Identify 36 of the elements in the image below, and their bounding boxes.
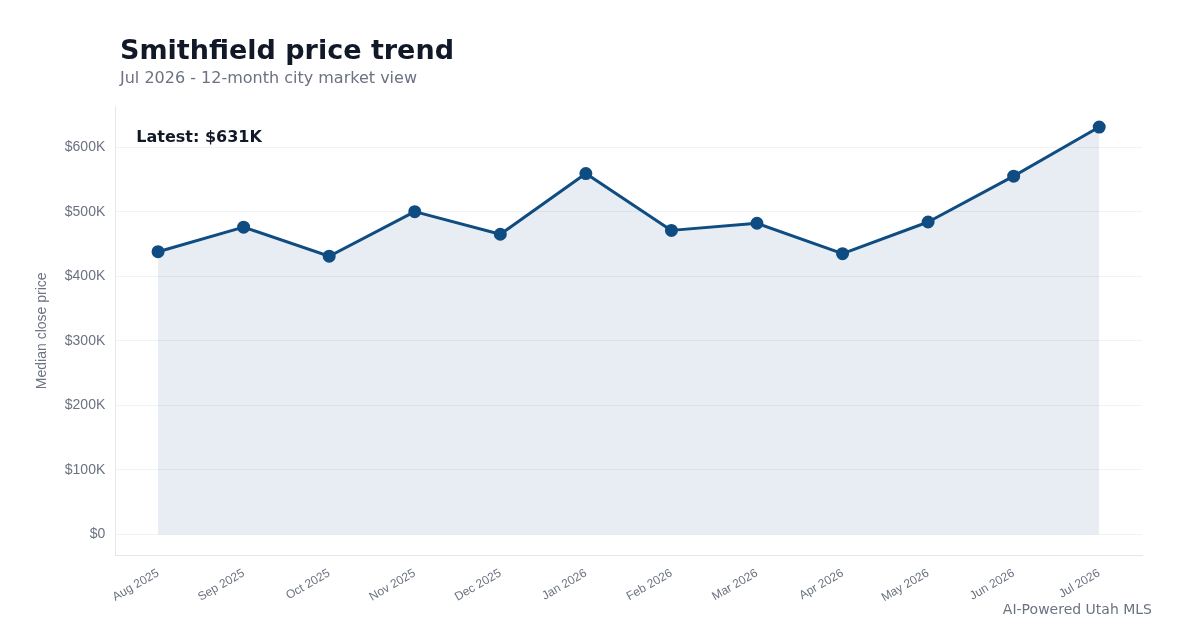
y-tick-label: $400K xyxy=(64,267,106,284)
y-tick-label: $100K xyxy=(64,460,106,477)
x-tick-label: Aug 2025 xyxy=(109,565,162,604)
y-tick-label: $0 xyxy=(89,525,106,542)
point xyxy=(237,220,251,234)
x-tick-label: Jan 2026 xyxy=(539,565,590,603)
chart-title: Smithfield price trend xyxy=(120,34,454,65)
point xyxy=(1092,120,1106,134)
y-tick-label: $600K xyxy=(64,137,106,154)
annotation: Latest: $631K xyxy=(136,126,263,146)
x-tick-label: Apr 2026 xyxy=(796,565,846,603)
point xyxy=(408,205,422,219)
text: AI-Powered Utah MLS xyxy=(1002,601,1152,617)
x-tick-label: May 2026 xyxy=(878,565,932,605)
chart-subtitle: Jul 2026 - 12-month city market view xyxy=(120,68,417,87)
x-tick-label: Sep 2025 xyxy=(195,565,248,604)
x-tick-label: Oct 2025 xyxy=(283,565,333,603)
y-axis-title: Median close price xyxy=(33,272,50,390)
x-tick-label: Jul 2026 xyxy=(1056,565,1103,601)
x-tick-label: Jun 2026 xyxy=(967,565,1018,603)
point xyxy=(664,223,678,237)
point xyxy=(151,245,165,259)
x-tick-label: Feb 2026 xyxy=(623,565,675,604)
point xyxy=(493,227,507,241)
y-tick-label: $300K xyxy=(64,331,106,348)
point xyxy=(579,167,593,181)
y-tick-label: $500K xyxy=(64,202,106,219)
x-tick-label: Mar 2026 xyxy=(709,565,761,604)
x-tick-label: Dec 2025 xyxy=(452,565,504,604)
y-tick-label: $200K xyxy=(64,396,106,413)
x-tick-label: Nov 2025 xyxy=(366,565,419,604)
point xyxy=(1007,169,1021,183)
point xyxy=(836,247,850,261)
point xyxy=(322,249,336,263)
point xyxy=(921,215,935,229)
point xyxy=(750,216,764,230)
